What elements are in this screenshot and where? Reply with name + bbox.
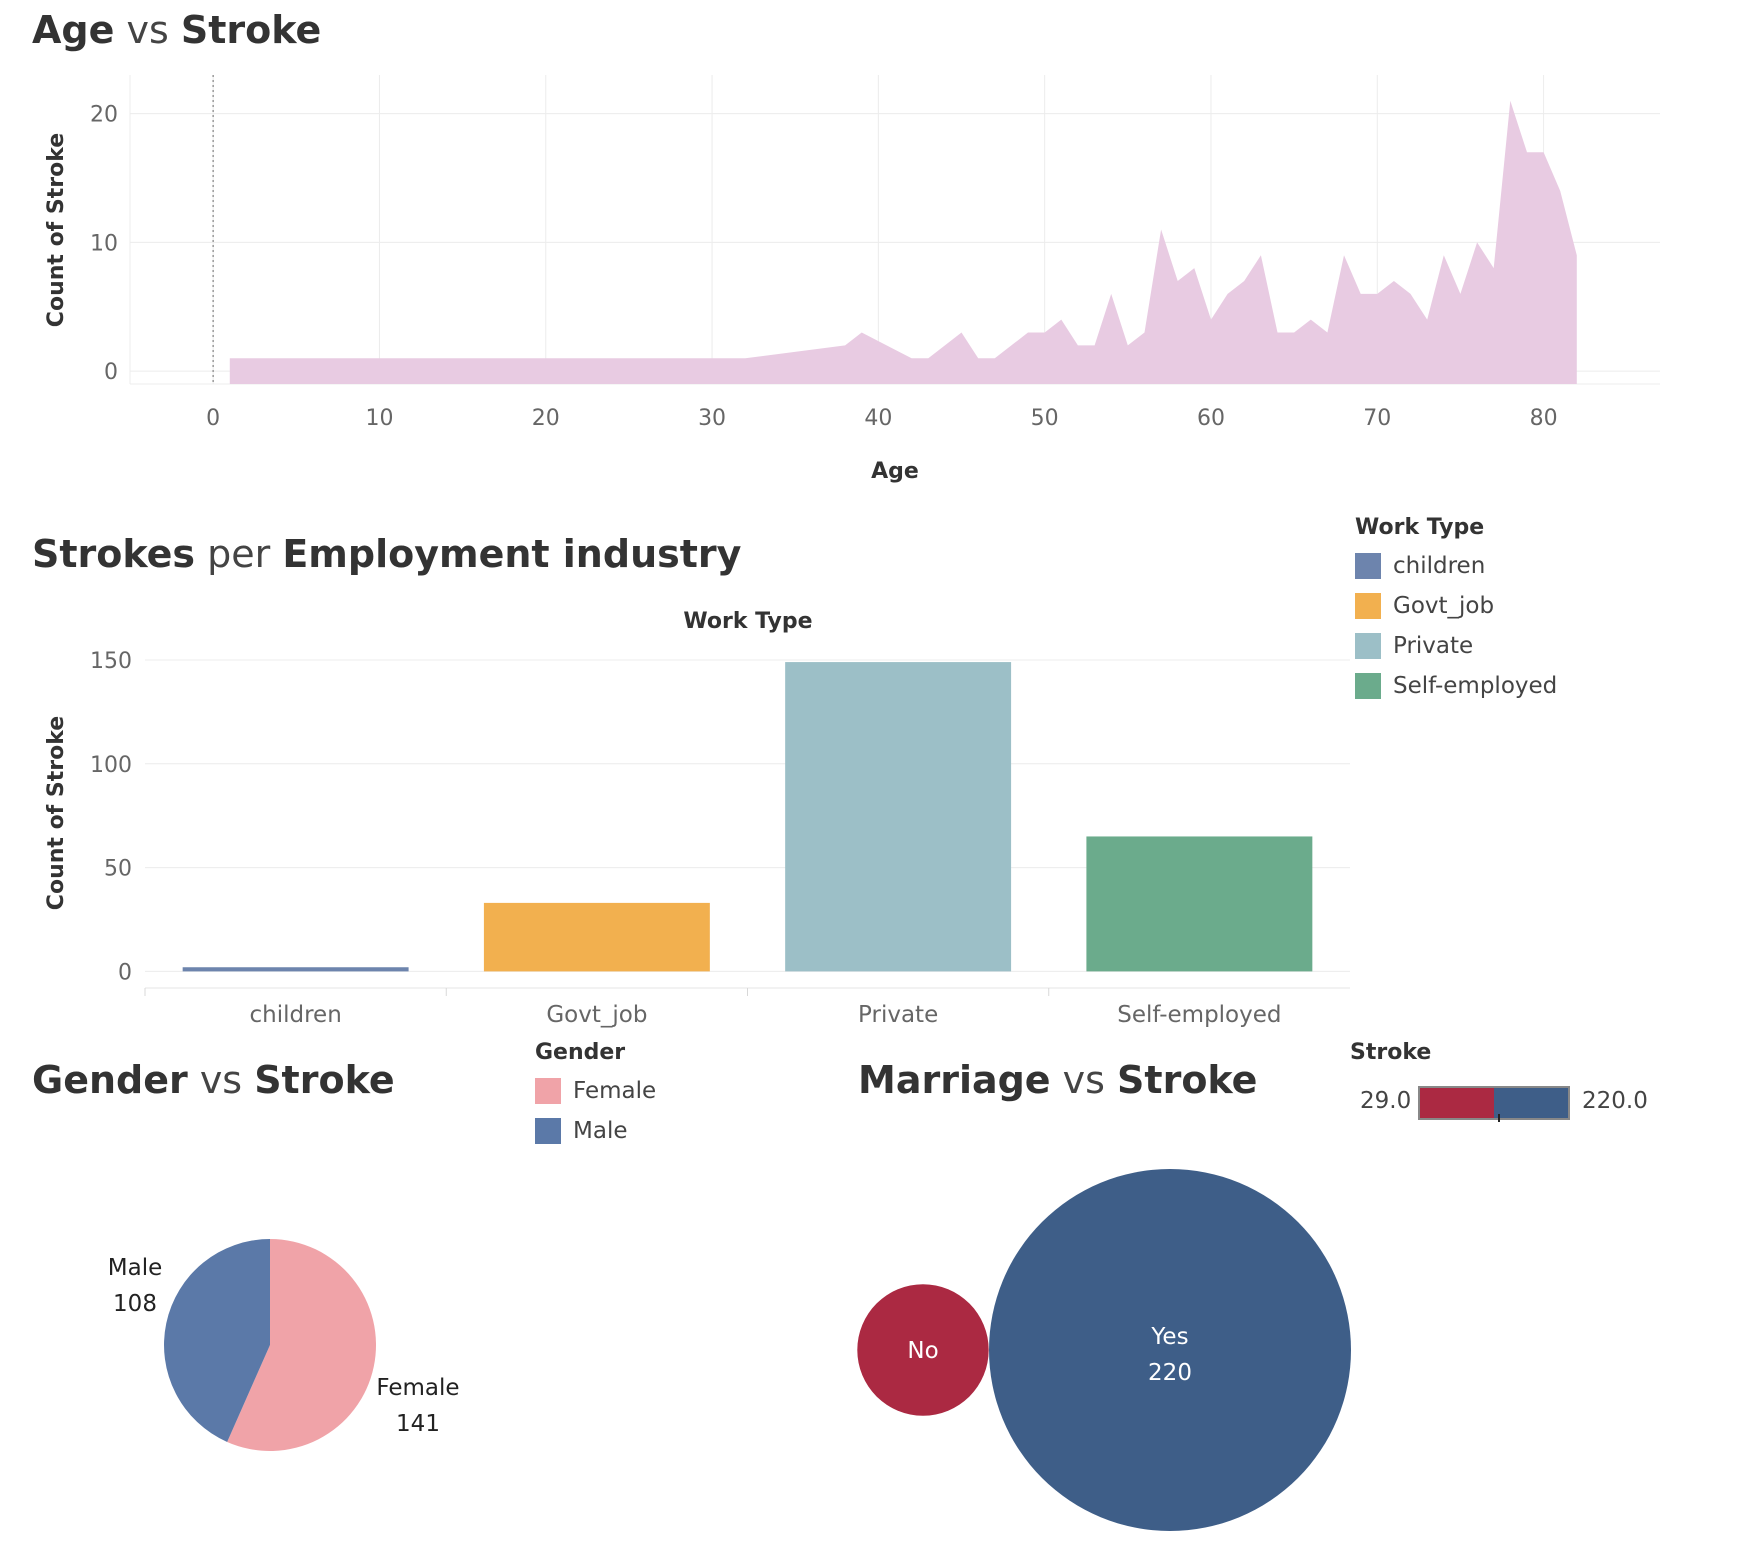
marriage-bubble-chart: No Yes 220 — [857, 1169, 1351, 1531]
legend-item-male[interactable]: Male — [535, 1111, 656, 1151]
age-area-chart: 0 10 20 30 40 50 60 70 80 0 10 20 Age Count of Stroke — [44, 75, 1660, 484]
pie-value-male: 108 — [113, 1291, 157, 1317]
y-axis-title: Count of Stroke — [44, 133, 69, 327]
legend-item-children[interactable]: children — [1355, 546, 1557, 586]
legend-item-private[interactable]: Private — [1355, 626, 1557, 666]
stroke-legend-min: 29.0 — [1360, 1088, 1412, 1114]
legend-swatch-self-employed — [1355, 673, 1381, 699]
age-chart-title: Age vs Stroke — [32, 8, 322, 52]
x-axis-title: Age — [871, 459, 919, 484]
legend-swatch-govt-job — [1355, 593, 1381, 619]
bar-private — [785, 662, 1012, 972]
pie-slice-female — [227, 1239, 377, 1451]
legend-swatch-female — [535, 1078, 561, 1104]
gender-chart-title: Gender vs Stroke — [32, 1058, 395, 1102]
x-tick-label: 60 — [1197, 406, 1225, 431]
x-tick-label: 10 — [365, 406, 393, 431]
pie-label-female: Female — [376, 1375, 459, 1401]
bubble-yes — [989, 1169, 1351, 1531]
bar-self-employed — [1086, 836, 1313, 972]
bubble-no — [857, 1284, 989, 1416]
y-tick-label: 0 — [118, 960, 132, 985]
bar-children — [182, 967, 409, 972]
stroke-legend-marker — [1498, 1114, 1500, 1122]
gender-legend-title: Gender — [535, 1040, 626, 1065]
stroke-legend: Stroke 29.0 220.0 — [1350, 1040, 1648, 1122]
y-tick-label: 0 — [104, 360, 118, 385]
stroke-legend-max: 220.0 — [1582, 1088, 1648, 1114]
bubble-label-no: No — [907, 1338, 938, 1364]
legend-label-private: Private — [1393, 633, 1474, 659]
y-tick-label: 10 — [90, 231, 118, 256]
x-tick-label: 30 — [698, 406, 726, 431]
legend-label-male: Male — [573, 1118, 628, 1144]
y-tick-label: 50 — [104, 857, 132, 882]
legend-item-govt-job[interactable]: Govt_job — [1355, 586, 1557, 626]
bubble-label-yes: Yes — [1150, 1324, 1188, 1350]
pie-label-male: Male — [108, 1255, 162, 1281]
legend-label-self-employed: Self-employed — [1393, 673, 1558, 699]
legend-item-self-employed[interactable]: Self-employed — [1355, 666, 1557, 706]
category-label: Private — [858, 1002, 938, 1028]
stroke-legend-high-swatch — [1494, 1088, 1568, 1118]
age-stroke-area — [229, 100, 1577, 385]
y-axis-title: Count of Stroke — [44, 716, 69, 910]
x-tick-label: 50 — [1031, 406, 1059, 431]
work-type-legend-title: Work Type — [1355, 515, 1485, 540]
x-tick-label: 70 — [1363, 406, 1391, 431]
y-tick-label: 20 — [90, 103, 118, 128]
stroke-legend-title: Stroke — [1350, 1040, 1432, 1065]
work-type-bar-chart: children Govt_job Private Self-employed 0 50 1… — [44, 609, 1350, 1028]
bubble-value-yes: 220 — [1148, 1360, 1192, 1386]
legend-swatch-private — [1355, 633, 1381, 659]
legend-label-children: children — [1393, 553, 1486, 579]
pie-slice-male — [164, 1239, 270, 1442]
legend-swatch-male — [535, 1118, 561, 1144]
stroke-legend-bar[interactable] — [1418, 1086, 1570, 1120]
y-tick-label: 150 — [90, 649, 132, 674]
work-type-legend: Work Type children Govt_job Private Self… — [1355, 515, 1557, 706]
employment-chart-title: Strokes per Employment industry — [32, 532, 742, 576]
gender-pie-chart: Female 141 Male 108 — [108, 1239, 460, 1451]
category-label: Govt_job — [546, 1002, 647, 1028]
pie-value-female: 141 — [396, 1411, 440, 1437]
x-tick-label: 0 — [206, 406, 220, 431]
legend-label-govt-job: Govt_job — [1393, 593, 1495, 619]
gender-legend: Gender Female Male — [535, 1040, 656, 1151]
y-tick-label: 100 — [90, 753, 132, 778]
legend-label-female: Female — [573, 1078, 657, 1104]
bar-govt-job — [483, 902, 710, 972]
x-tick-label: 80 — [1530, 406, 1558, 431]
category-label: children — [249, 1002, 341, 1028]
legend-item-female[interactable]: Female — [535, 1071, 656, 1111]
legend-swatch-children — [1355, 553, 1381, 579]
stroke-legend-low-swatch — [1420, 1088, 1494, 1118]
bar-chart-header: Work Type — [683, 609, 812, 634]
x-tick-label: 20 — [532, 406, 560, 431]
x-tick-label: 40 — [864, 406, 892, 431]
marriage-chart-title: Marriage vs Stroke — [858, 1058, 1258, 1102]
category-label: Self-employed — [1117, 1002, 1281, 1028]
